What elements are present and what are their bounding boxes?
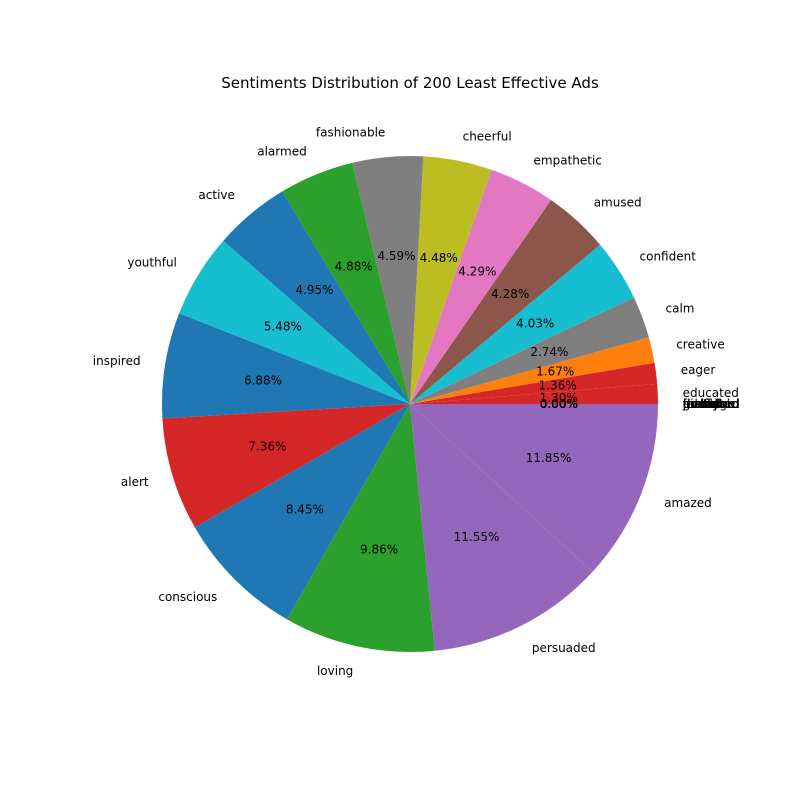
pie-percent-label: 0.00% (540, 397, 578, 411)
pie-category-label: educated (683, 397, 739, 411)
pie-slices (162, 156, 658, 652)
pie-category-label: educated (683, 386, 739, 400)
pie-slice-persuaded (410, 404, 593, 651)
pie-category-label: confident (640, 250, 697, 264)
pie-percent-label: 1.67% (536, 365, 574, 379)
pie-percent-label: 4.03% (516, 317, 554, 331)
pie-percent-label: 0.00% (540, 397, 578, 411)
pie-category-label: conscious (158, 590, 217, 604)
pie-percent-label: 4.95% (295, 283, 333, 297)
pie-slice-amused (410, 199, 601, 404)
pie-category-label: cheerful (463, 129, 512, 143)
pie-category-label: youthful (127, 255, 177, 269)
pie-category-label: manly (683, 397, 720, 411)
pie-slice-active (223, 191, 410, 404)
pie-percent-label: 4.59% (377, 249, 415, 263)
pie-percent-label: 0.00% (540, 397, 578, 411)
pie-percent-label: 11.85% (526, 451, 572, 465)
pie-category-label: active (198, 188, 234, 202)
pie-category-label: disturbed (683, 397, 740, 411)
pie-category-labels: educatedfemininegratefulproudjealousfear… (93, 125, 740, 678)
pie-category-label: fashionable (316, 125, 385, 139)
pie-category-label: jealous (682, 397, 726, 411)
pie-slice-loving (286, 404, 435, 652)
pie-percent-label: 4.29% (458, 264, 496, 278)
pie-category-label: loving (317, 664, 353, 678)
pie-slice-confident (410, 244, 634, 404)
pie-slice-alert (162, 404, 410, 528)
pie-percent-label: 1.36% (539, 379, 577, 393)
pie-percent-label: 7.36% (248, 440, 286, 454)
pie-slice-inspired (162, 313, 410, 419)
chart-title: Sentiments Distribution of 200 Least Eff… (221, 74, 599, 92)
pie-category-label: proud (683, 397, 718, 411)
pie-percent-label: 6.88% (244, 374, 282, 388)
pie-slice-alarmed (282, 162, 410, 404)
pie-percent-label: 0.00% (540, 397, 578, 411)
pie-slice-educated (410, 383, 658, 404)
pie-category-label: fearful (683, 397, 722, 411)
pie-category-label: creative (676, 338, 725, 352)
pie-percent-labels: 0.00%0.00%0.00%0.00%0.00%0.00%0.00%0.00%… (244, 249, 578, 557)
pie-percent-label: 9.86% (360, 543, 398, 557)
pie-category-label: amused (594, 195, 642, 209)
pie-category-label: grateful (683, 397, 730, 411)
pie-slice-fashionable (352, 156, 424, 404)
pie-category-label: feminine (683, 397, 736, 411)
pie-percent-label: 8.45% (286, 502, 324, 516)
pie-category-label: nostalgic (683, 397, 737, 411)
pie-slice-creative (410, 337, 655, 404)
pie-percent-label: 4.48% (420, 251, 458, 265)
pie-category-label: alarmed (257, 145, 306, 159)
pie-slice-eager (410, 362, 658, 404)
pie-category-label: inspired (93, 354, 141, 368)
pie-slice-amazed (410, 404, 658, 573)
pie-category-label: empathetic (534, 154, 602, 168)
pie-percent-label: 0.00% (540, 397, 578, 411)
pie-percent-label: 0.00% (540, 397, 578, 411)
pie-slice-conscious (194, 404, 410, 620)
pie-percent-label: 5.48% (264, 320, 302, 334)
pie-percent-label: 0.00% (540, 397, 578, 411)
pie-category-label: thrifty (683, 397, 719, 411)
pie-percent-label: 4.88% (335, 259, 373, 273)
pie-category-label: amazed (664, 496, 712, 510)
pie-slice-cheerful (410, 156, 492, 404)
pie-category-label: persuaded (532, 641, 596, 655)
pie-slice-calm (410, 297, 649, 404)
pie-category-label: alert (121, 475, 149, 489)
pie-percent-label: 4.28% (491, 287, 529, 301)
pie-category-label: calm (666, 301, 695, 315)
pie-percent-label: 2.74% (530, 345, 568, 359)
pie-percent-label: 1.30% (540, 391, 578, 405)
pie-category-label: eager (681, 363, 716, 377)
pie-percent-label: 0.00% (540, 397, 578, 411)
pie-slice-youthful (179, 240, 410, 404)
pie-percent-label: 11.55% (454, 530, 500, 544)
pie-percent-label: 0.00% (540, 397, 578, 411)
pie-percent-label: 0.00% (540, 397, 578, 411)
pie-slice-empathetic (410, 169, 551, 404)
